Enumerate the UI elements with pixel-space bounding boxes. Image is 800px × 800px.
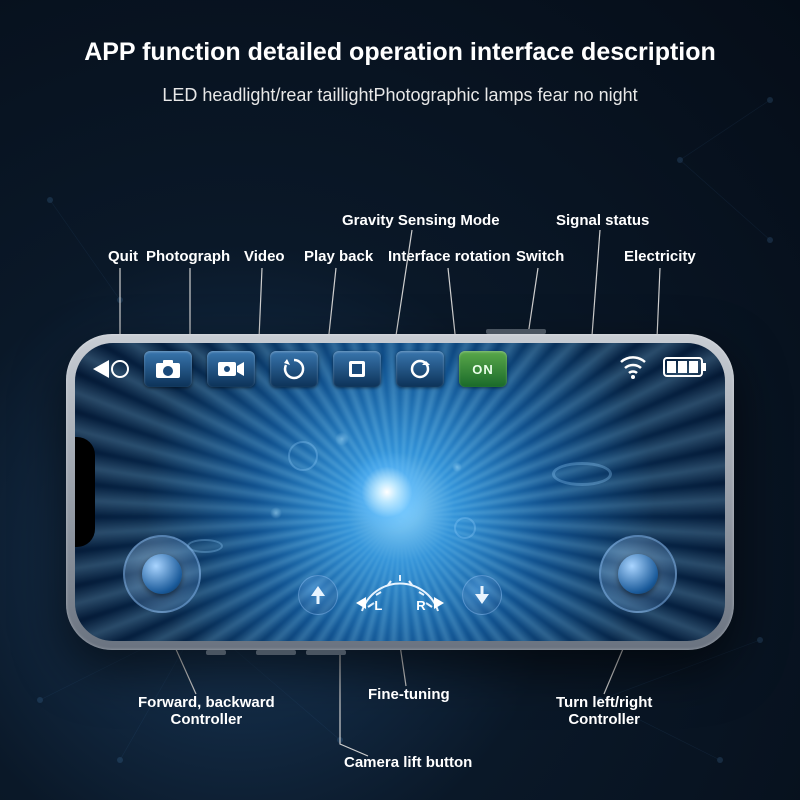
fine-tuning-gauge[interactable]: L R [350,565,450,615]
camera-lift-button[interactable] [298,575,338,615]
label-fine: Fine-tuning [368,686,450,703]
switch-text: ON [472,362,494,377]
label-playback: Play back [304,248,373,265]
label-quit: Quit [108,248,138,265]
video-button[interactable] [207,351,255,387]
label-rotation: Interface rotation [388,248,511,265]
phone-frame: ON [66,334,734,650]
battery-icon [663,356,707,383]
switch-button[interactable]: ON [459,351,507,387]
label-switch: Switch [516,248,564,265]
gravity-button[interactable] [333,351,381,387]
label-video: Video [244,248,285,265]
center-controls: L R [298,565,502,615]
label-turn: Turn left/right Controller [556,694,652,728]
playback-button[interactable] [270,351,318,387]
label-gravity: Gravity Sensing Mode [342,212,500,229]
page-subtitle: LED headlight/rear taillightPhotographic… [0,85,800,106]
label-photograph: Photograph [146,248,230,265]
forward-backward-joystick[interactable] [123,535,201,613]
phone-screen: ON [75,343,725,641]
label-camera: Camera lift button [344,754,472,771]
back-circle-icon [111,360,129,378]
label-signal: Signal status [556,212,649,229]
turn-joystick[interactable] [599,535,677,613]
signal-icon [618,354,648,385]
label-electricity: Electricity [624,248,696,265]
back-triangle-icon [93,360,109,378]
photograph-button[interactable] [144,351,192,387]
gauge-right-label: R [416,598,425,613]
gauge-left-label: L [374,598,382,613]
phone-notch [75,437,95,547]
quit-button[interactable] [93,360,129,378]
rotation-button[interactable] [396,351,444,387]
label-forward: Forward, backward Controller [138,694,275,728]
camera-lower-button[interactable] [462,575,502,615]
toolbar: ON [93,351,707,387]
page-title: APP function detailed operation interfac… [0,0,800,67]
